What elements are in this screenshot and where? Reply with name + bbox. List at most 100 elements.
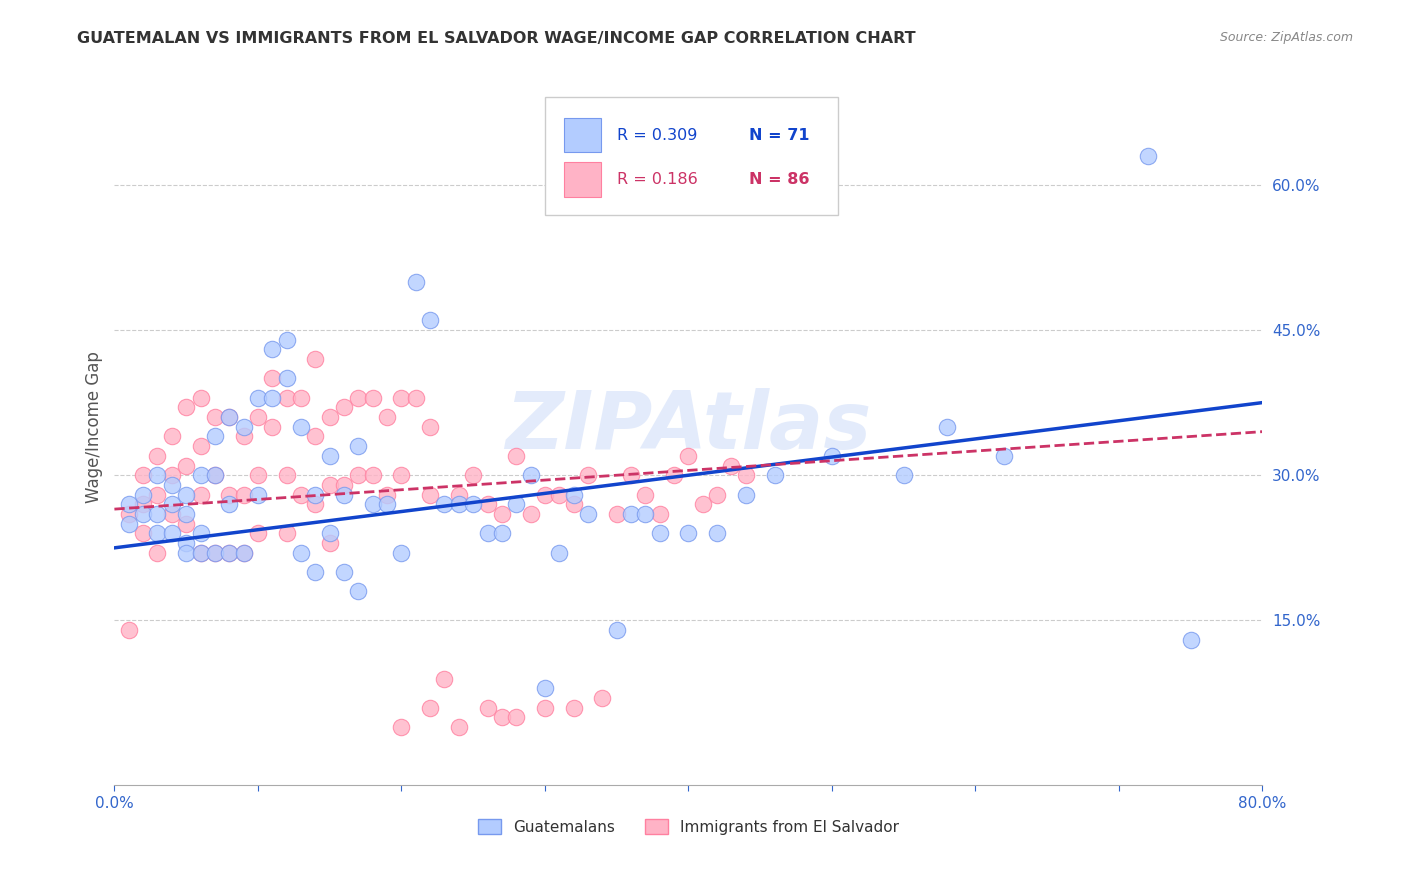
Point xyxy=(218,497,240,511)
Point xyxy=(204,429,226,443)
Point xyxy=(304,497,326,511)
Point xyxy=(190,487,212,501)
Point xyxy=(1136,149,1159,163)
Point xyxy=(591,690,613,705)
Point xyxy=(706,487,728,501)
Point xyxy=(290,419,312,434)
Point xyxy=(519,468,541,483)
Point xyxy=(333,565,356,579)
Point xyxy=(232,419,254,434)
Point xyxy=(262,343,284,357)
Point xyxy=(534,681,557,696)
Point xyxy=(160,429,183,443)
FancyBboxPatch shape xyxy=(546,97,838,215)
Text: N = 71: N = 71 xyxy=(749,128,810,143)
Point xyxy=(190,468,212,483)
Point xyxy=(935,419,957,434)
Point xyxy=(190,546,212,560)
Point xyxy=(405,275,427,289)
Point xyxy=(318,410,340,425)
Point xyxy=(361,468,384,483)
Point xyxy=(734,468,756,483)
Point xyxy=(318,449,340,463)
Point xyxy=(347,584,370,599)
Point xyxy=(534,487,557,501)
Text: GUATEMALAN VS IMMIGRANTS FROM EL SALVADOR WAGE/INCOME GAP CORRELATION CHART: GUATEMALAN VS IMMIGRANTS FROM EL SALVADO… xyxy=(77,31,915,46)
Point xyxy=(361,497,384,511)
Point xyxy=(463,497,485,511)
Point xyxy=(204,546,226,560)
Point xyxy=(218,546,240,560)
Point xyxy=(562,487,585,501)
Point xyxy=(562,700,585,714)
Point xyxy=(391,468,413,483)
Point xyxy=(190,526,212,541)
Point xyxy=(218,410,240,425)
Point xyxy=(132,487,155,501)
Point xyxy=(174,487,197,501)
Point xyxy=(678,526,700,541)
Point xyxy=(276,371,298,385)
Point xyxy=(160,468,183,483)
Point xyxy=(174,546,197,560)
Point xyxy=(146,507,169,521)
Point xyxy=(433,672,456,686)
Point xyxy=(678,449,700,463)
Point xyxy=(174,458,197,473)
Point xyxy=(361,391,384,405)
Point xyxy=(146,526,169,541)
Point xyxy=(634,507,657,521)
Text: R = 0.309: R = 0.309 xyxy=(617,128,697,143)
Point xyxy=(160,497,183,511)
Point xyxy=(662,468,685,483)
Point xyxy=(419,419,441,434)
Text: Source: ZipAtlas.com: Source: ZipAtlas.com xyxy=(1219,31,1353,45)
Point xyxy=(232,487,254,501)
Point xyxy=(262,419,284,434)
Point xyxy=(132,497,155,511)
Point xyxy=(160,526,183,541)
Point xyxy=(505,449,527,463)
Point xyxy=(333,478,356,492)
Point xyxy=(232,546,254,560)
Point xyxy=(146,468,169,483)
Point xyxy=(276,468,298,483)
Point xyxy=(706,526,728,541)
Point xyxy=(190,439,212,453)
Point xyxy=(146,487,169,501)
Point xyxy=(304,351,326,366)
Point xyxy=(375,487,398,501)
Point xyxy=(160,478,183,492)
Point xyxy=(419,700,441,714)
Point xyxy=(347,391,370,405)
Point xyxy=(620,468,643,483)
Point xyxy=(447,720,470,734)
Point xyxy=(391,546,413,560)
Point xyxy=(318,478,340,492)
Point xyxy=(262,371,284,385)
Point xyxy=(276,333,298,347)
Point xyxy=(477,497,499,511)
Point xyxy=(190,391,212,405)
Point xyxy=(606,507,628,521)
Point xyxy=(763,468,786,483)
Point xyxy=(204,468,226,483)
Point xyxy=(519,507,541,521)
Point xyxy=(477,526,499,541)
Point xyxy=(132,468,155,483)
Point xyxy=(505,497,527,511)
Point xyxy=(160,507,183,521)
Point xyxy=(720,458,742,473)
Point xyxy=(391,391,413,405)
Point xyxy=(993,449,1015,463)
Point xyxy=(491,526,513,541)
Text: R = 0.186: R = 0.186 xyxy=(617,172,697,187)
Point xyxy=(534,700,557,714)
Point xyxy=(648,526,671,541)
Legend: Guatemalans, Immigrants from El Salvador: Guatemalans, Immigrants from El Salvador xyxy=(478,819,900,835)
Point xyxy=(218,487,240,501)
Point xyxy=(463,468,485,483)
Point xyxy=(174,516,197,531)
Y-axis label: Wage/Income Gap: Wage/Income Gap xyxy=(86,351,103,503)
Point xyxy=(232,429,254,443)
